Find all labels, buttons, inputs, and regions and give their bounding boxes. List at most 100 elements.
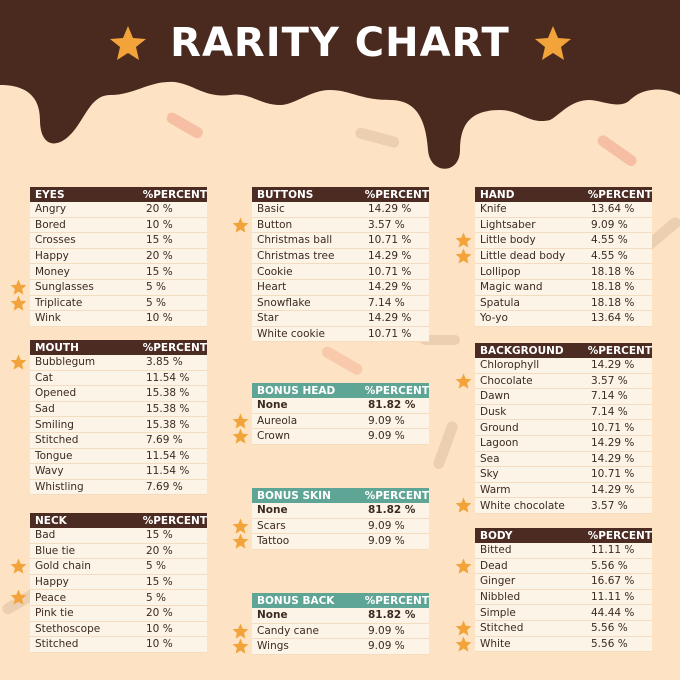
- table-row: Blue tie 20 %: [30, 543, 207, 560]
- trait-name: Peace: [35, 591, 67, 604]
- trait-percent: 9.09 %: [368, 624, 405, 637]
- table-row: Whistling 7.69 %: [30, 479, 207, 496]
- trait-percent: 7.14 %: [591, 406, 628, 419]
- star-icon: [455, 373, 472, 389]
- table-row: Sunglasses 5 %: [10, 279, 207, 296]
- star-icon: [455, 232, 472, 248]
- table-row: Angry 20 %: [30, 202, 207, 218]
- trait-percent: 15.38 %: [146, 403, 190, 416]
- table-header: BONUS HEAD %PERCENT: [252, 383, 429, 398]
- title: RARITY CHART: [170, 20, 510, 66]
- rarity-table: HAND %PERCENT Knife 13.64 % Lightsaber 9.09 %…: [455, 187, 652, 327]
- table-row: Wink 10 %: [30, 311, 207, 327]
- table-row: Happy 20 %: [30, 248, 207, 265]
- table-row: Pink tie 20 %: [30, 605, 207, 622]
- trait-percent: 5.56 %: [591, 622, 628, 635]
- trait-percent: 9.09 %: [591, 218, 628, 231]
- table-row: Christmas ball 10.71 %: [252, 233, 429, 249]
- trait-name: Stitched: [35, 434, 79, 447]
- trait-name: Star: [257, 312, 279, 325]
- trait-name: Yo-yo: [480, 312, 508, 325]
- trait-percent: 9.09 %: [368, 519, 405, 532]
- table-row: Lagoon 14.29 %: [475, 435, 652, 452]
- trait-name: Blue tie: [35, 544, 76, 557]
- trait-name: Lightsaber: [480, 218, 536, 231]
- trait-percent: 81.82 %: [368, 399, 416, 412]
- table-row: Tongue 11.54 %: [30, 448, 207, 465]
- table-row: Dawn 7.14 %: [475, 389, 652, 405]
- table-row: Ground 10.71 %: [475, 420, 652, 436]
- table-row: Bored 10 %: [30, 217, 207, 234]
- header-category: BONUS SKIN: [257, 489, 331, 502]
- trait-percent: 9.09 %: [368, 535, 405, 548]
- header-percent: %PERCENT: [142, 514, 207, 527]
- trait-name: Dead: [480, 559, 508, 572]
- table-row: Bad 15 %: [30, 528, 207, 544]
- trait-name: Simple: [480, 606, 516, 619]
- table-row: Sky 10.71 %: [475, 467, 652, 483]
- table-header: NECK %PERCENT: [30, 513, 207, 528]
- trait-percent: 14.29 %: [368, 312, 412, 325]
- trait-name: Bubblegum: [35, 356, 96, 369]
- trait-name: Dusk: [480, 406, 507, 419]
- table-row: Tattoo 9.09 %: [232, 533, 429, 550]
- table-header: HAND %PERCENT: [475, 187, 652, 202]
- table-row: Wings 9.09 %: [232, 638, 429, 655]
- title-star: [110, 26, 146, 60]
- header-category: NECK: [35, 514, 67, 527]
- header-percent: %PERCENT: [587, 529, 652, 542]
- trait-name: Ginger: [480, 575, 516, 588]
- trait-percent: 11.11 %: [591, 591, 635, 604]
- trait-name: Angry: [35, 203, 67, 216]
- trait-name: Sky: [480, 468, 499, 481]
- rarity-table: BONUS HEAD %PERCENT None 81.82 % Aureola 9.09…: [232, 383, 429, 445]
- trait-percent: 5 %: [146, 281, 166, 294]
- trait-percent: 5.56 %: [591, 637, 628, 650]
- table-row: Sad 15.38 %: [30, 401, 207, 418]
- trait-percent: 15 %: [146, 265, 173, 278]
- trait-name: Basic: [257, 203, 285, 216]
- table-row: Triplicate 5 %: [10, 295, 207, 312]
- trait-name: Cat: [35, 371, 53, 384]
- table-row: Smiling 15.38 %: [30, 417, 207, 433]
- table-row: Little body 4.55 %: [455, 232, 652, 249]
- rarity-table: BUTTONS %PERCENT Basic 14.29 % Button 3.57 % C…: [232, 187, 429, 343]
- star-icon: [10, 354, 27, 370]
- trait-percent: 10 %: [146, 218, 173, 231]
- trait-percent: 3.85 %: [146, 356, 183, 369]
- star-icon: [232, 413, 249, 429]
- table-row: Wavy 11.54 %: [30, 464, 207, 480]
- trait-name: Smiling: [35, 418, 74, 431]
- trait-percent: 11.54 %: [146, 465, 190, 478]
- trait-percent: 14.29 %: [368, 250, 412, 263]
- trait-name: Tattoo: [257, 535, 290, 548]
- trait-name: Crown: [257, 430, 291, 443]
- table-row: Warm 14.29 %: [475, 482, 652, 499]
- trait-name: Bored: [35, 218, 66, 231]
- trait-percent: 7.14 %: [368, 296, 405, 309]
- table-row: White cookie 10.71 %: [252, 326, 429, 343]
- trait-percent: 18.18 %: [591, 281, 635, 294]
- table-row: Button 3.57 %: [232, 217, 429, 234]
- trait-percent: 14.29 %: [591, 437, 635, 450]
- trait-name: Nibbled: [480, 591, 521, 604]
- table-row: Gold chain 5 %: [10, 558, 207, 575]
- trait-name: Christmas tree: [257, 250, 335, 263]
- table-row: Happy 15 %: [30, 574, 207, 591]
- trait-name: Scars: [257, 519, 286, 532]
- trait-percent: 44.44 %: [591, 606, 635, 619]
- table-row: None 81.82 %: [252, 608, 429, 624]
- trait-name: Wink: [35, 312, 61, 325]
- trait-percent: 15.38 %: [146, 418, 190, 431]
- trait-name: Warm: [480, 484, 511, 497]
- trait-name: Chlorophyll: [480, 359, 540, 372]
- table-row: Peace 5 %: [10, 589, 207, 606]
- trait-percent: 7.14 %: [591, 390, 628, 403]
- header-percent: %PERCENT: [587, 344, 652, 357]
- star-icon: [232, 533, 249, 549]
- trait-name: Candy cane: [257, 624, 319, 637]
- rarity-table: EYES %PERCENT Angry 20 % Bored 10 % Crosses 15 …: [10, 187, 207, 327]
- table-header: MOUTH %PERCENT: [30, 340, 207, 355]
- table-row: Christmas tree 14.29 %: [252, 248, 429, 265]
